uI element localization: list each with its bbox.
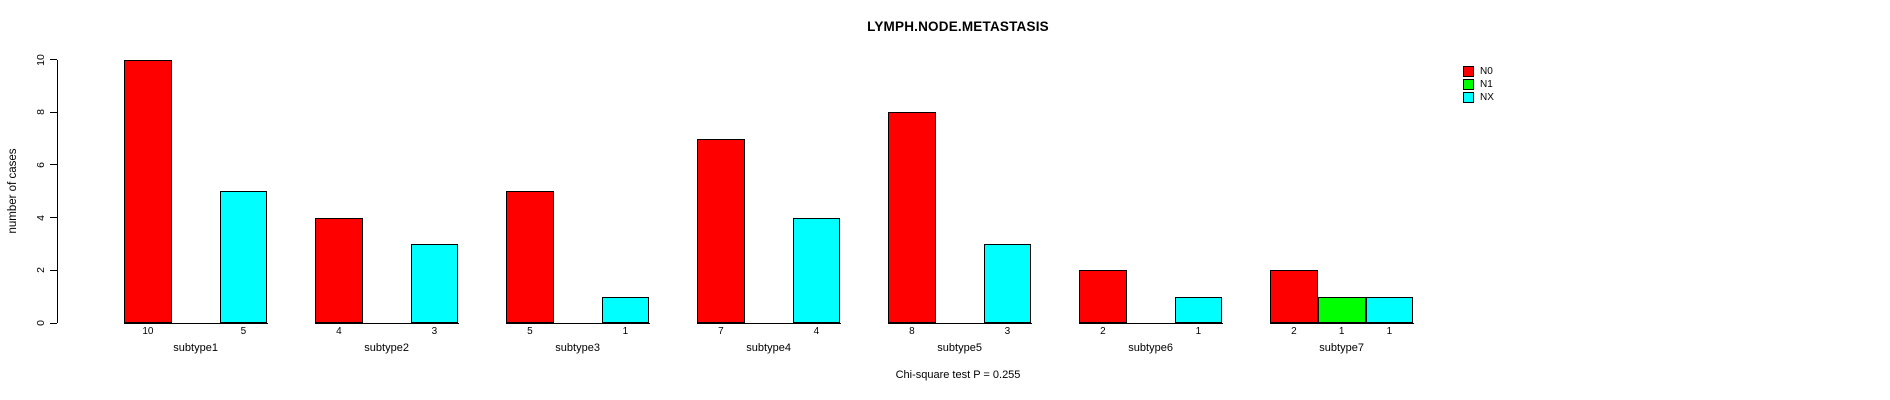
- category-label: subtype5: [937, 342, 982, 354]
- bar-value-label: 4: [336, 326, 342, 337]
- bar-value-label: 2: [1100, 326, 1106, 337]
- legend-item-n0: N0: [1463, 65, 1494, 78]
- legend-label: NX: [1480, 92, 1494, 103]
- bar-n0-subtype7: [1270, 270, 1318, 323]
- bar-value-label: 1: [1338, 326, 1345, 337]
- group-baseline: [1079, 322, 1224, 324]
- group-baseline: [124, 322, 269, 324]
- y-axis-tick-label: 2: [35, 267, 47, 274]
- chart-title: LYMPH.NODE.METASTASIS: [867, 19, 1049, 34]
- y-axis-tick: [50, 269, 57, 271]
- y-axis-tick: [50, 322, 57, 324]
- bar-value-label: 10: [142, 326, 154, 337]
- bar-value-label: 4: [813, 326, 820, 337]
- bar-nx-subtype1: [219, 191, 268, 323]
- footnote: Chi-square test P = 0.255: [895, 369, 1021, 381]
- bar-n0-subtype1: [124, 59, 172, 323]
- category-label: subtype4: [746, 342, 791, 354]
- bar-n1-subtype7: [1317, 296, 1366, 323]
- y-axis-tick-label: 8: [35, 109, 47, 116]
- category-label: subtype3: [555, 342, 600, 354]
- bar-n0-subtype6: [1079, 270, 1127, 323]
- legend-swatch-n1: [1463, 79, 1474, 90]
- legend-item-nx: NX: [1463, 91, 1494, 104]
- bar-nx-subtype6: [1174, 296, 1223, 323]
- legend-label: N1: [1480, 79, 1493, 90]
- bar-value-label: 7: [718, 326, 724, 337]
- bar-value-label: 5: [240, 326, 247, 337]
- legend-item-n1: N1: [1463, 78, 1494, 91]
- y-axis-tick: [50, 111, 57, 113]
- bar-value-label: 5: [527, 326, 533, 337]
- group-baseline: [697, 322, 842, 324]
- group-baseline: [506, 322, 651, 324]
- bar-nx-subtype4: [792, 217, 841, 323]
- bar-value-label: 1: [1195, 326, 1202, 337]
- legend-swatch-n0: [1463, 66, 1474, 77]
- category-label: subtype7: [1319, 342, 1364, 354]
- y-axis-title: number of cases: [7, 148, 19, 234]
- bar-n0-subtype4: [697, 138, 745, 323]
- y-axis-tick-label: 10: [35, 53, 47, 66]
- category-label: subtype2: [364, 342, 409, 354]
- y-axis-tick: [50, 217, 57, 219]
- y-axis-tick-label: 0: [35, 320, 47, 326]
- category-label: subtype6: [1128, 342, 1173, 354]
- bar-n0-subtype2: [315, 217, 363, 323]
- legend-swatch-nx: [1463, 92, 1474, 103]
- bar-value-label: 2: [1291, 326, 1297, 337]
- bar-value-label: 3: [431, 326, 438, 337]
- bar-nx-subtype3: [601, 296, 650, 323]
- group-baseline: [888, 322, 1033, 324]
- legend-label: N0: [1480, 66, 1493, 77]
- group-baseline: [315, 322, 460, 324]
- legend: N0 N1 NX: [1463, 65, 1494, 104]
- group-baseline: [1270, 322, 1415, 324]
- bar-value-label: 1: [622, 326, 629, 337]
- y-axis-line: [57, 59, 58, 323]
- bar-n0-subtype5: [888, 112, 936, 323]
- bar-value-label: 8: [909, 326, 915, 337]
- bar-nx-subtype5: [983, 243, 1032, 323]
- bar-value-label: 1: [1386, 326, 1393, 337]
- y-axis-tick-label: 6: [35, 161, 47, 168]
- bar-nx-subtype7: [1365, 296, 1414, 323]
- bar-value-label: 3: [1004, 326, 1011, 337]
- bar-n0-subtype3: [506, 191, 554, 323]
- bar-nx-subtype2: [410, 243, 459, 323]
- y-axis-tick-label: 4: [35, 214, 47, 221]
- y-axis-tick: [50, 59, 57, 60]
- y-axis-tick: [50, 164, 57, 166]
- category-label: subtype1: [173, 342, 218, 354]
